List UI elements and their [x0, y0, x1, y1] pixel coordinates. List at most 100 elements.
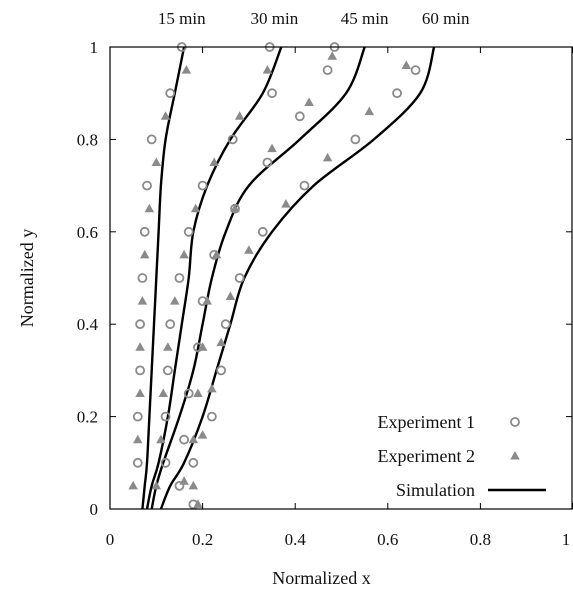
experiment-2-point — [193, 388, 203, 397]
experiment-1-point — [174, 273, 185, 283]
experiment-1-point — [160, 457, 171, 468]
time-label-layer: 15 min 30 min 45 min 60 min — [158, 9, 470, 28]
experiment-2-point — [225, 291, 236, 300]
experiment-1-point — [392, 88, 402, 99]
experiment-2-point — [188, 480, 199, 490]
experiment-1-point — [206, 411, 217, 422]
experiment-2-point — [179, 476, 189, 485]
experiment-1-point — [220, 319, 231, 330]
experiment-1-point — [179, 434, 189, 445]
experiment-2-point — [197, 342, 208, 351]
time-label: 30 min — [251, 9, 299, 28]
x-tick-label: 0.4 — [285, 530, 307, 549]
experiment-1-point — [227, 134, 238, 145]
simulation-line-15-min — [141, 46, 186, 510]
experiment-2-point — [207, 383, 217, 393]
experiment-1-point — [183, 388, 194, 399]
experiment-1-point — [234, 273, 245, 283]
experiment-2-point — [137, 296, 148, 305]
experiment-1-point — [294, 111, 305, 122]
time-label: 15 min — [158, 9, 206, 28]
experiment-1-point — [165, 319, 176, 330]
experiment-2-point — [151, 480, 162, 490]
experiment-1-point — [410, 65, 421, 75]
experiment-1-point — [162, 365, 173, 376]
experiment-2-point — [327, 51, 337, 60]
y-tick-label: 0.6 — [77, 223, 98, 242]
experiment-2-point — [135, 388, 145, 397]
x-axis-label: Normalized x — [272, 568, 370, 588]
experiment-2-point — [181, 65, 192, 74]
experiment-1-point — [322, 65, 333, 75]
experiment-1-point — [262, 157, 273, 168]
simulation-line-60-min — [159, 46, 436, 510]
experiment-1-point — [267, 88, 277, 99]
time-label: 60 min — [422, 9, 470, 28]
legend-triangle-marker — [510, 451, 520, 460]
experiment-1-point — [350, 134, 361, 145]
experiment-1-point — [257, 226, 268, 237]
simulation-line-45-min — [150, 46, 366, 510]
plot-frame — [109, 46, 573, 510]
x-tick-label: 0 — [106, 530, 115, 549]
experiment-2-point — [244, 245, 254, 254]
experiment-2-point — [170, 296, 180, 305]
experiment-2-point — [209, 157, 219, 166]
experiment-2-point — [160, 111, 171, 120]
experiment-2-point — [262, 65, 273, 74]
experiment-2-point — [133, 434, 143, 444]
experiment-1-point — [146, 134, 157, 145]
experiment-2-point — [267, 143, 277, 153]
experiment-2-point — [158, 388, 168, 397]
y-tick-label: 1 — [90, 38, 99, 57]
experiment-1-point — [165, 88, 176, 99]
experiment-2-point — [128, 480, 138, 490]
experiment-1-point — [160, 411, 171, 422]
y-tick-label: 0.2 — [77, 408, 98, 427]
legend-circle-marker — [510, 417, 520, 427]
experiment-1-point — [197, 180, 208, 191]
experiment-2-point — [234, 111, 245, 120]
experiment-1-point — [299, 180, 310, 191]
axes-layer — [109, 46, 573, 510]
experiment-2-point — [139, 249, 150, 259]
experiment-2-point — [211, 249, 222, 259]
x-tick-label: 0.2 — [192, 530, 213, 549]
experiment-2-point — [202, 296, 212, 305]
experiment-1-point — [135, 319, 145, 330]
experiment-1-point — [137, 273, 148, 283]
experiment-2-point — [281, 199, 291, 208]
experiment-1-point — [135, 365, 145, 376]
experiment-2-point — [156, 434, 166, 444]
tick-layer: 0 0.2 0.4 0.6 0.8 1 0 0.2 0.4 0.6 0.8 1 — [77, 38, 573, 549]
experiment-2-point — [193, 499, 203, 508]
y-tick-label: 0.4 — [77, 315, 99, 334]
marks-layer — [128, 42, 436, 510]
experiment-1-point — [139, 226, 150, 237]
experiment-1-point — [142, 180, 152, 191]
experiment-2-point — [190, 203, 201, 213]
legend-label: Experiment 2 — [378, 446, 475, 466]
experiment-1-point — [188, 457, 199, 468]
experiment-2-point — [216, 337, 226, 347]
legend: Experiment 1 Experiment 2 Simulation — [378, 412, 546, 500]
experiment-1-point — [174, 480, 185, 491]
time-label: 45 min — [341, 9, 389, 28]
y-tick-label: 0.8 — [77, 130, 98, 149]
experiment-2-point — [144, 203, 155, 213]
experiment-1-point — [132, 411, 143, 422]
y-axis-label: Normalized y — [17, 229, 37, 327]
legend-label: Simulation — [396, 480, 475, 500]
experiment-1-point — [216, 365, 227, 376]
experiment-2-point — [179, 249, 189, 259]
experiment-2-point — [151, 157, 162, 166]
experiment-2-point — [364, 106, 375, 116]
experiment-2-point — [401, 60, 412, 69]
experiment-2-point — [135, 342, 145, 351]
experiment-2-point — [188, 434, 199, 444]
legend-label: Experiment 1 — [378, 412, 475, 432]
experiment-2-point — [230, 203, 240, 213]
x-tick-label: 0.6 — [377, 530, 398, 549]
experiment-2-point — [322, 152, 333, 162]
